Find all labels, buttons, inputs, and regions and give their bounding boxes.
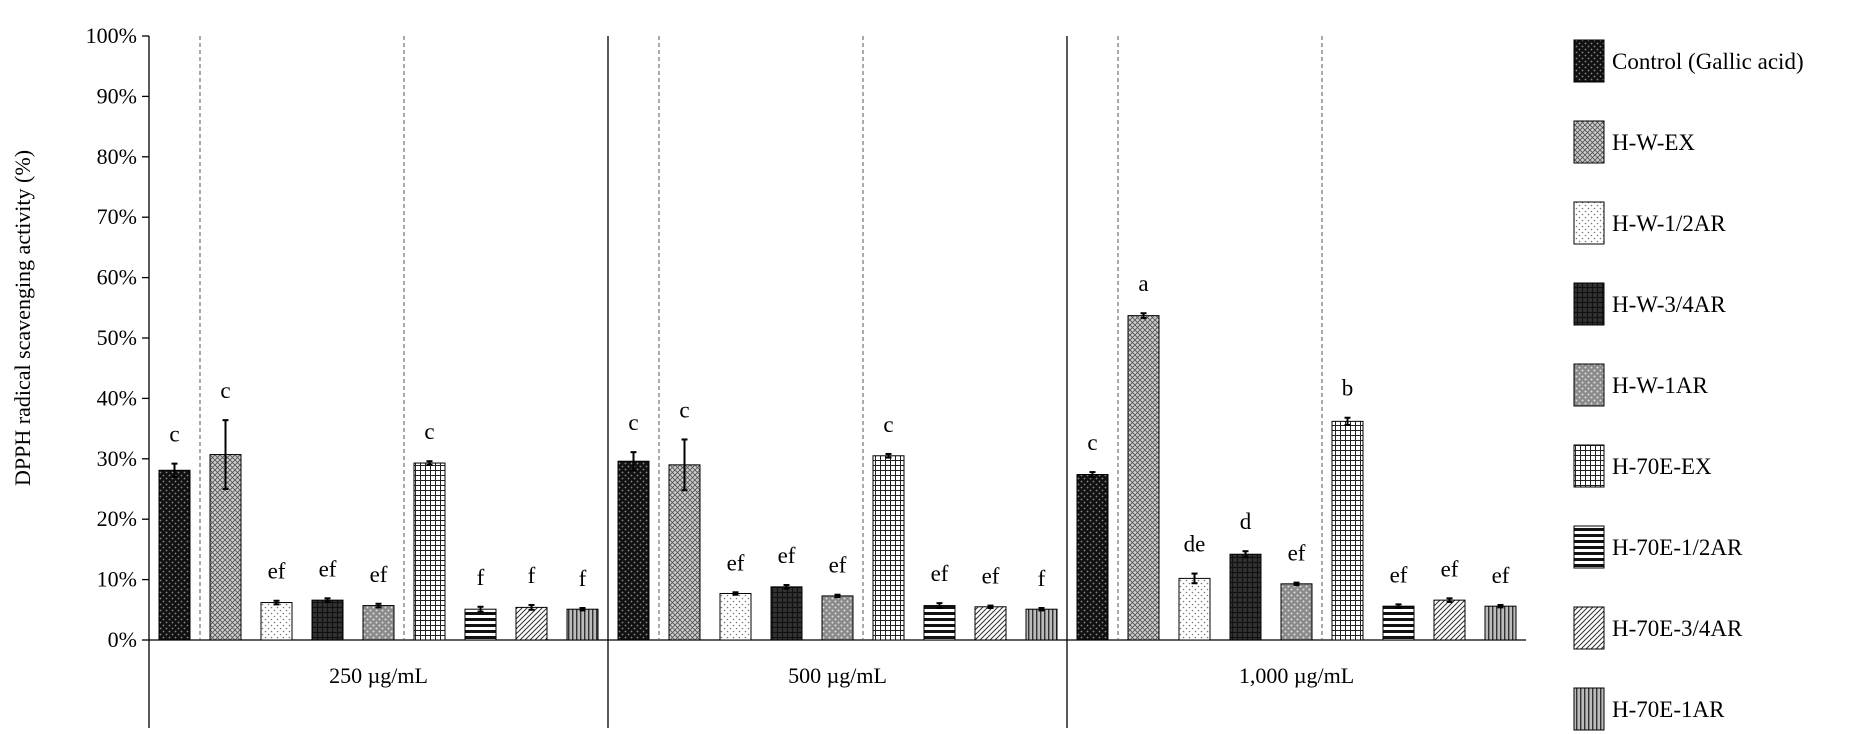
legend-label: H-70E-1/2AR	[1612, 535, 1743, 560]
significance-letter: ef	[931, 561, 949, 586]
significance-letter: ef	[319, 556, 337, 581]
bar	[464, 608, 497, 641]
bar	[719, 592, 752, 641]
x-group-label: 500 µg/mL	[788, 663, 887, 688]
legend-swatch	[1573, 201, 1605, 245]
y-tick-label: 30%	[97, 446, 137, 471]
legend-label: H-70E-1AR	[1612, 697, 1725, 722]
significance-letter: c	[679, 397, 689, 422]
significance-letter: ef	[727, 550, 745, 575]
y-tick-label: 40%	[97, 385, 137, 410]
bar	[1229, 553, 1262, 641]
significance-letter: c	[169, 422, 179, 447]
legend-swatch	[1573, 525, 1605, 569]
significance-letter: f	[1038, 566, 1046, 591]
y-tick-label: 70%	[97, 204, 137, 229]
y-tick-label: 60%	[97, 265, 137, 290]
bar	[1025, 608, 1058, 641]
significance-letter: ef	[1441, 556, 1459, 581]
bar	[668, 464, 701, 641]
legend-swatch	[1573, 39, 1605, 83]
legend: Control (Gallic acid) H-W-EX H-W-1/2AR H-W-…	[1573, 39, 1804, 731]
y-axis-label: DPPH radical scavenging activity (%)	[10, 150, 35, 486]
bar	[872, 455, 905, 641]
y-tick-label: 0%	[108, 627, 137, 652]
significance-letter: ef	[1492, 563, 1510, 588]
legend-swatch	[1573, 282, 1605, 326]
bar	[1433, 599, 1466, 641]
bar	[617, 460, 650, 641]
significance-letter: ef	[829, 553, 847, 578]
bar	[1331, 420, 1364, 641]
plot-area: 0% 10% 20% 30% 40% 50% 60% 70% 80% 90% 100% 250 µg/…	[86, 23, 1526, 728]
bar	[1484, 605, 1517, 641]
bar	[362, 605, 395, 641]
significance-letter: ef	[268, 559, 286, 584]
bar	[821, 595, 854, 641]
legend-label: Control (Gallic acid)	[1612, 49, 1804, 74]
legend-label: H-W-EX	[1612, 130, 1695, 155]
significance-letter: c	[220, 378, 230, 403]
bar	[158, 469, 191, 641]
significance-letter: c	[1087, 430, 1097, 455]
significance-letter: ef	[370, 562, 388, 587]
legend-swatch	[1573, 687, 1605, 731]
significance-letter: f	[579, 566, 587, 591]
bar	[770, 586, 803, 641]
significance-letter: f	[528, 563, 536, 588]
bar	[1127, 315, 1160, 641]
significance-letter: f	[477, 565, 485, 590]
significance-letter: d	[1240, 509, 1252, 534]
significance-letter: ef	[778, 543, 796, 568]
bar	[1076, 474, 1109, 641]
significance-letter: de	[1184, 532, 1206, 557]
bar	[923, 605, 956, 641]
bar	[311, 599, 344, 641]
bar	[413, 462, 446, 641]
y-tick-label: 20%	[97, 506, 137, 531]
bar	[974, 606, 1007, 641]
significance-letter: ef	[1390, 562, 1408, 587]
bar	[515, 606, 548, 641]
significance-letter: c	[628, 410, 638, 435]
legend-label: H-W-1/2AR	[1612, 211, 1726, 236]
significance-letter: a	[1138, 271, 1148, 296]
significance-letter: b	[1342, 376, 1354, 401]
y-tick-label: 100%	[86, 23, 137, 48]
y-tick-label: 90%	[97, 83, 137, 108]
significance-letter: c	[424, 419, 434, 444]
legend-label: H-W-3/4AR	[1612, 292, 1726, 317]
legend-label: H-W-1AR	[1612, 373, 1708, 398]
y-tick-label: 80%	[97, 144, 137, 169]
legend-swatch	[1573, 120, 1605, 164]
y-tick-label: 50%	[97, 325, 137, 350]
significance-letter: ef	[1288, 541, 1306, 566]
legend-swatch	[1573, 444, 1605, 488]
bar	[209, 454, 242, 641]
x-group-label: 250 µg/mL	[329, 663, 428, 688]
significance-letter: c	[883, 412, 893, 437]
bar	[260, 602, 293, 641]
bar	[1382, 605, 1415, 641]
significance-letter: ef	[982, 564, 1000, 589]
legend-swatch	[1573, 606, 1605, 650]
bar	[1280, 583, 1313, 641]
bar	[566, 608, 599, 641]
legend-label: H-70E-3/4AR	[1612, 616, 1743, 641]
bar	[1178, 577, 1211, 641]
legend-swatch	[1573, 363, 1605, 407]
y-tick-label: 10%	[97, 567, 137, 592]
legend-label: H-70E-EX	[1612, 454, 1712, 479]
x-group-label: 1,000 µg/mL	[1239, 663, 1354, 688]
